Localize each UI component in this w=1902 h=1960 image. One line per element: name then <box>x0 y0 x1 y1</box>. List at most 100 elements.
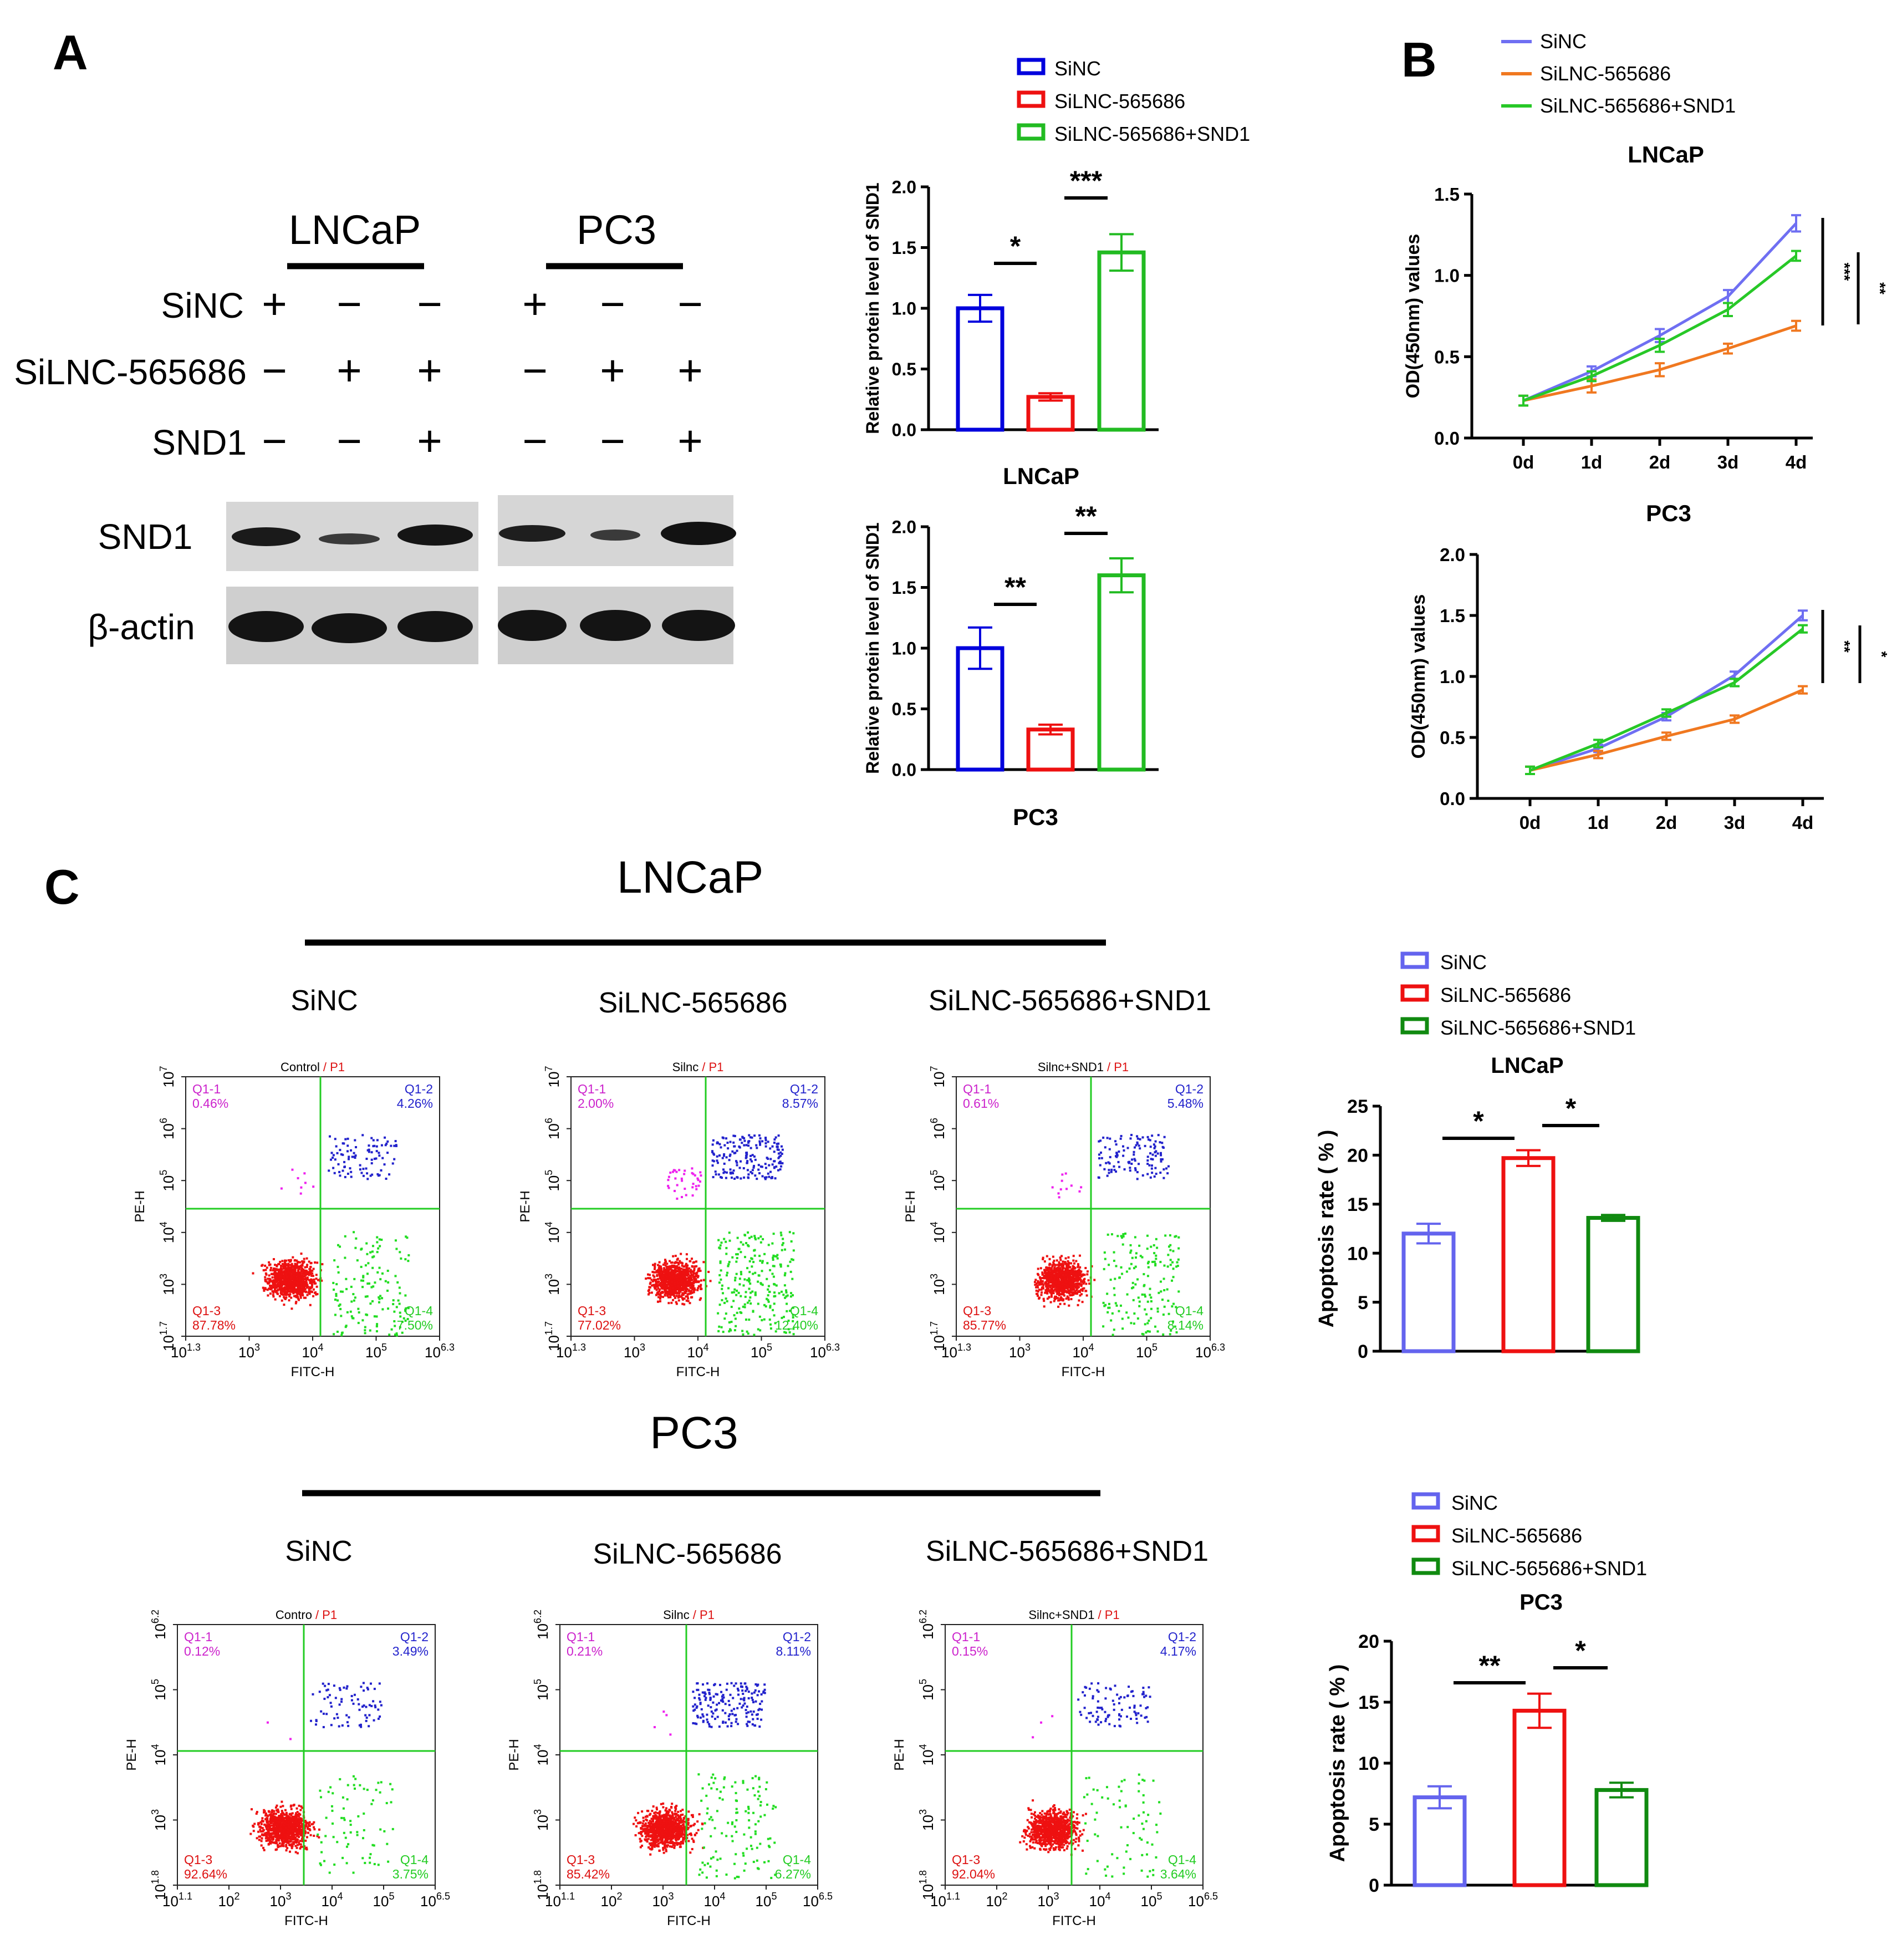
event-dot <box>764 1305 767 1308</box>
event-dot <box>792 1259 794 1261</box>
chart-title: PC3 <box>1646 500 1691 526</box>
event-dot <box>279 1285 282 1287</box>
event-dot <box>1160 1290 1162 1293</box>
event-dot <box>272 1837 274 1840</box>
event-dot <box>300 1270 303 1273</box>
event-dot <box>292 1287 295 1290</box>
plot-title-name: Silnc+SND1 <box>1038 1060 1104 1074</box>
event-dot <box>669 1296 672 1299</box>
event-dot <box>732 1172 735 1175</box>
event-dot <box>1078 1270 1081 1272</box>
event-dot <box>297 1289 299 1292</box>
event-dot <box>283 1272 286 1275</box>
event-dot <box>1058 1288 1060 1291</box>
event-dot <box>277 1273 279 1276</box>
event-dot <box>698 1299 701 1301</box>
event-dot <box>1042 1286 1044 1289</box>
event-dot <box>295 1278 298 1281</box>
event-dot <box>1116 1154 1119 1157</box>
event-dot <box>1161 1158 1164 1160</box>
event-dot <box>792 1306 794 1309</box>
event-dot <box>276 1820 278 1823</box>
x-tick-label: 104 <box>1073 1342 1094 1361</box>
event-dot <box>1053 1300 1055 1302</box>
event-dot <box>734 1276 737 1279</box>
event-dot <box>697 1184 700 1187</box>
event-dot <box>350 1175 353 1178</box>
event-dot <box>669 1292 671 1295</box>
event-dot <box>1064 1270 1067 1273</box>
event-dot <box>753 1164 756 1167</box>
event-dot <box>718 1325 721 1328</box>
event-dot <box>1042 1287 1044 1290</box>
event-dot <box>752 1310 754 1312</box>
event-dot <box>268 1834 271 1837</box>
event-dot <box>1149 1287 1151 1290</box>
event-dot <box>659 1266 661 1269</box>
event-dot <box>288 1271 290 1274</box>
event-dot <box>736 1311 738 1314</box>
event-dot <box>785 1291 788 1294</box>
event-dot <box>298 1277 301 1280</box>
event-dot <box>271 1276 274 1279</box>
event-dot <box>366 1295 369 1298</box>
event-dot <box>390 1328 393 1331</box>
event-dot <box>1060 1288 1063 1291</box>
event-dot <box>665 1275 668 1278</box>
y-tick-exp: 7 <box>929 1066 940 1072</box>
event-dot <box>666 1274 669 1277</box>
event-dot <box>299 1282 302 1285</box>
event-dot <box>371 1256 374 1259</box>
event-dot <box>1057 1305 1060 1308</box>
event-dot <box>695 1280 698 1283</box>
event-dot <box>686 1277 689 1280</box>
x-tick-base: 10 <box>624 1344 640 1361</box>
event-dot <box>1080 1285 1083 1287</box>
event-dot <box>788 1231 791 1234</box>
event-dot <box>788 1310 791 1312</box>
event-dot <box>298 1284 300 1287</box>
event-dot <box>1088 1282 1091 1285</box>
event-dot <box>685 1194 687 1197</box>
event-dot <box>734 1279 737 1282</box>
event-dot <box>1151 1158 1154 1160</box>
event-dot <box>1066 1285 1069 1287</box>
event-dot <box>277 1281 280 1284</box>
event-dot <box>1072 1255 1075 1258</box>
event-dot <box>666 1269 669 1272</box>
event-dot <box>1062 1280 1064 1282</box>
event-dot <box>1077 1279 1079 1282</box>
event-dot <box>1102 1301 1105 1304</box>
event-dot <box>294 1295 297 1297</box>
event-dot <box>269 1288 272 1291</box>
event-dot <box>1098 1140 1100 1143</box>
legend-swatch <box>1400 951 1429 969</box>
event-dot <box>288 1282 290 1285</box>
event-dot <box>749 1170 752 1173</box>
event-dot <box>272 1269 274 1272</box>
significance-label: *** <box>1836 263 1853 281</box>
event-dot <box>281 1299 283 1302</box>
event-dot <box>1037 1281 1039 1284</box>
event-dot <box>680 1289 682 1291</box>
event-dot <box>759 1241 762 1244</box>
event-dot <box>771 1272 774 1275</box>
chart-title: LNCaP <box>1003 463 1079 489</box>
event-dot <box>304 1284 307 1286</box>
event-dot <box>289 1271 292 1274</box>
event-dot <box>285 1823 288 1826</box>
event-dot <box>1110 1170 1113 1173</box>
event-dot <box>279 1291 282 1294</box>
event-dot <box>266 1266 268 1269</box>
event-dot <box>1082 1287 1084 1290</box>
event-dot <box>1153 1175 1156 1178</box>
band <box>319 533 380 544</box>
event-dot <box>1123 1149 1125 1152</box>
event-dot <box>1057 1274 1059 1276</box>
event-dot <box>756 1178 758 1180</box>
event-dot <box>301 1806 304 1809</box>
event-dot <box>298 1813 300 1815</box>
event-dot <box>740 1271 742 1274</box>
event-dot <box>1146 1173 1149 1175</box>
event-dot <box>359 1164 361 1167</box>
